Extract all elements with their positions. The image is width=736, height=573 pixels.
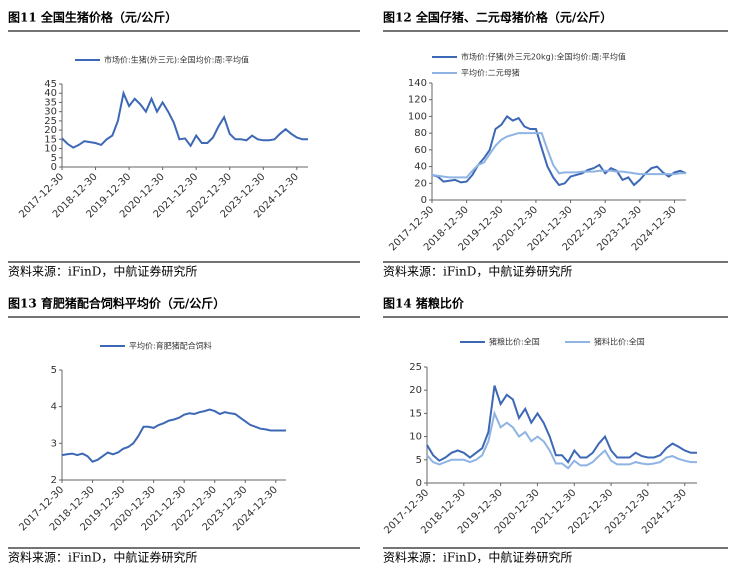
y-tick-label: 20 xyxy=(409,385,422,396)
y-tick-label: 0 xyxy=(51,162,57,173)
y-tick-label: 45 xyxy=(44,79,57,90)
y-tick-label: 120 xyxy=(408,95,427,106)
y-tick-label: 5 xyxy=(51,153,57,164)
y-tick-label: 0 xyxy=(416,478,422,489)
y-tick-label: 20 xyxy=(44,125,57,136)
series-line xyxy=(426,385,697,464)
y-tick-label: 3 xyxy=(51,438,57,449)
y-tick-label: 25 xyxy=(409,362,422,373)
series-line xyxy=(61,89,308,149)
y-tick-label: 15 xyxy=(409,408,422,419)
series-line xyxy=(426,410,697,470)
y-tick-label: 140 xyxy=(408,78,427,89)
y-tick-label: 35 xyxy=(44,97,57,108)
y-tick-label: 40 xyxy=(44,88,57,99)
y-tick-label: 10 xyxy=(409,432,422,443)
y-tick-label: 15 xyxy=(44,134,57,145)
legend-label: 市场价:仔猪(外三元20kg):全国均价:周:平均值 xyxy=(461,52,626,62)
y-tick-label: 80 xyxy=(414,128,427,139)
y-tick-label: 25 xyxy=(44,116,57,127)
legend-label: 平均价:二元母猪 xyxy=(461,68,520,78)
y-tick-label: 5 xyxy=(416,455,422,466)
y-tick-label: 10 xyxy=(44,144,57,155)
series-line xyxy=(61,408,286,463)
source: 资料来源：iFinD，中航证券研究所 xyxy=(383,550,572,565)
y-tick-label: 4 xyxy=(51,402,57,413)
y-tick-label: 2 xyxy=(51,475,57,486)
source: 资料来源：iFinD，中航证券研究所 xyxy=(8,264,197,279)
source: 资料来源：iFinD，中航证券研究所 xyxy=(383,264,572,279)
series-line xyxy=(431,114,687,187)
y-tick-label: 5 xyxy=(51,365,57,376)
legend-label: 猪粮比价:全国 xyxy=(489,337,540,347)
y-tick-label: 60 xyxy=(414,145,427,156)
chart-title: 图11 全国生猪价格（元/公斤） xyxy=(8,10,177,25)
legend-label: 平均价:育肥猪配合饲料 xyxy=(129,341,212,351)
y-tick-label: 20 xyxy=(414,178,427,189)
source: 资料来源：iFinD，中航证券研究所 xyxy=(8,550,197,565)
legend-label: 猪料比价:全国 xyxy=(594,337,645,347)
y-tick-label: 30 xyxy=(44,107,57,118)
y-tick-label: 100 xyxy=(408,111,427,122)
legend-label: 市场价:生猪(外三元):全国均价:周:平均值 xyxy=(104,55,249,65)
chart-title: 图14 猪粮比价 xyxy=(383,296,465,311)
y-tick-label: 40 xyxy=(414,162,427,173)
chart-title: 图12 全国仔猪、二元母猪价格（元/公斤） xyxy=(383,10,612,25)
y-tick-label: 0 xyxy=(421,195,427,206)
chart-title: 图13 育肥猪配合饲料平均价（元/公斤） xyxy=(8,296,225,311)
series-line xyxy=(431,132,686,179)
